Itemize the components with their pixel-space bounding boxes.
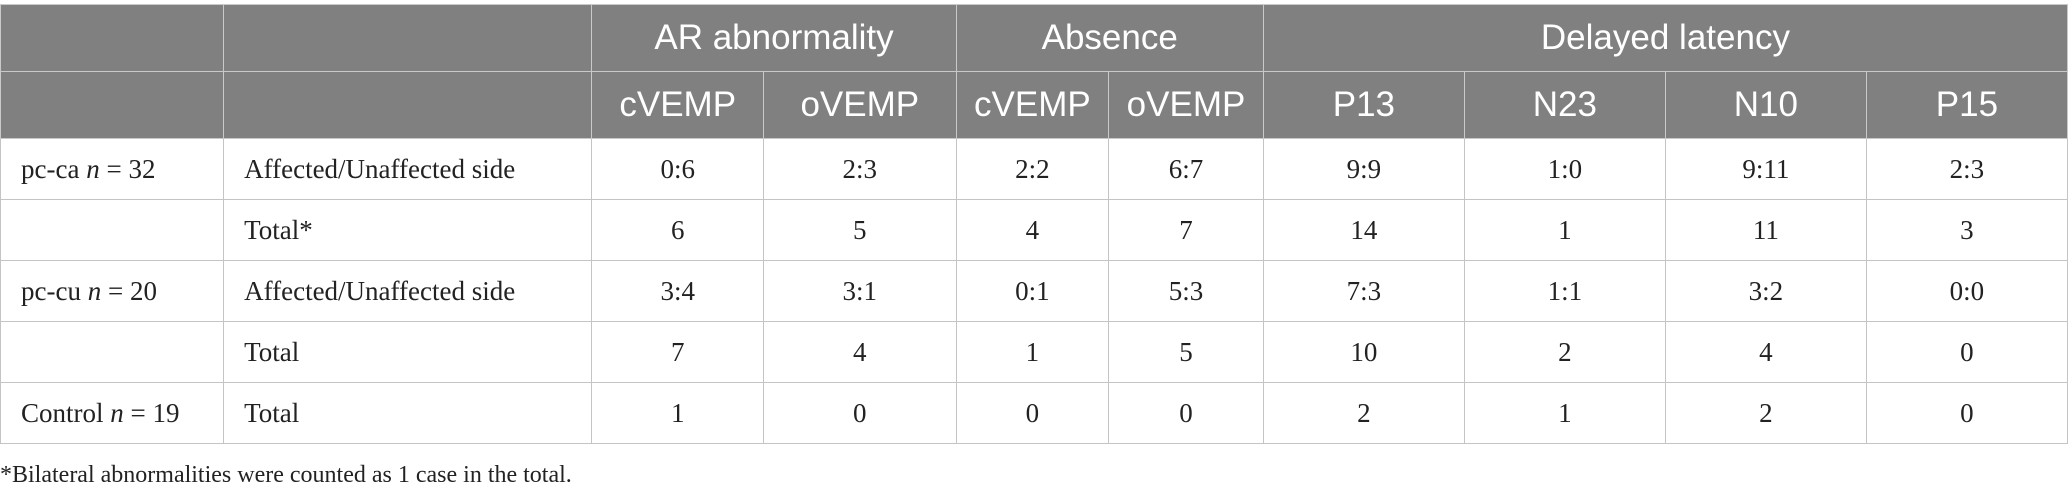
table-cell: 9:11 bbox=[1664, 138, 1867, 200]
group-label-cell: pc-ca n = 32 bbox=[0, 138, 225, 200]
table-cell: 1 bbox=[1463, 199, 1666, 261]
table-cell: 3:1 bbox=[762, 260, 957, 322]
group-label-cell bbox=[0, 199, 225, 261]
row-label: Total bbox=[223, 321, 593, 383]
header-row-subcolumns: cVEMP oVEMP cVEMP oVEMP P13 N23 N10 P15 bbox=[0, 71, 2068, 139]
table-footnote: *Bilateral abnormalities were counted as… bbox=[0, 462, 572, 488]
table-cell: 2 bbox=[1262, 382, 1465, 444]
n-symbol: n bbox=[87, 275, 102, 306]
table-cell: 1 bbox=[1463, 382, 1666, 444]
table-cell: 1 bbox=[955, 321, 1110, 383]
header-subcol: cVEMP bbox=[955, 71, 1110, 139]
header-subcol: N10 bbox=[1664, 71, 1867, 139]
group-name: pc-ca bbox=[21, 153, 80, 184]
n-value: 20 bbox=[129, 275, 157, 306]
table-cell: 3 bbox=[1865, 199, 2068, 261]
header-group-ar-abnormality: AR abnormality bbox=[591, 4, 957, 72]
table-cell: 6:7 bbox=[1108, 138, 1264, 200]
table-cell: 9:9 bbox=[1262, 138, 1465, 200]
n-symbol: n bbox=[86, 153, 100, 184]
group-label-cell: pc-cu n = 20 bbox=[0, 260, 225, 322]
table-cell: 1:0 bbox=[1463, 138, 1666, 200]
header-empty-cell bbox=[0, 71, 225, 139]
header-subcol: P13 bbox=[1262, 71, 1465, 139]
table-cell: 7:3 bbox=[1262, 260, 1465, 322]
table-cell: 4 bbox=[1664, 321, 1867, 383]
header-subcol: N23 bbox=[1463, 71, 1666, 139]
table-cell: 5 bbox=[762, 199, 957, 261]
table-cell: 3:2 bbox=[1664, 260, 1867, 322]
group-name: Control bbox=[21, 397, 104, 428]
table-cell: 0:0 bbox=[1865, 260, 2068, 322]
header-subcol: oVEMP bbox=[1108, 71, 1264, 139]
table-row: pc-cu n = 20 Affected/Unaffected side 3:… bbox=[0, 260, 2068, 322]
table-cell: 11 bbox=[1664, 199, 1867, 261]
table-cell: 0 bbox=[955, 382, 1110, 444]
n-value: 19 bbox=[152, 397, 180, 428]
table-cell: 2 bbox=[1664, 382, 1867, 444]
table-cell: 5 bbox=[1108, 321, 1264, 383]
header-empty-cell bbox=[223, 4, 593, 72]
table-cell: 0:1 bbox=[955, 260, 1110, 322]
table-cell: 2:3 bbox=[762, 138, 957, 200]
results-table: AR abnormality Absence Delayed latency c… bbox=[0, 4, 2068, 444]
row-label: Affected/Unaffected side bbox=[223, 138, 593, 200]
table-row: pc-ca n = 32 Affected/Unaffected side 0:… bbox=[0, 138, 2068, 200]
table-cell: 6 bbox=[591, 199, 764, 261]
table-cell: 1 bbox=[591, 382, 764, 444]
table-cell: 14 bbox=[1262, 199, 1465, 261]
header-group-delayed-latency: Delayed latency bbox=[1262, 4, 2068, 72]
table-cell: 4 bbox=[762, 321, 957, 383]
table-row: Control n = 19 Total 1 0 0 0 2 1 2 0 bbox=[0, 382, 2068, 444]
group-label-cell bbox=[0, 321, 225, 383]
table-cell: 5:3 bbox=[1108, 260, 1264, 322]
n-value: 32 bbox=[128, 153, 156, 184]
table-cell: 7 bbox=[1108, 199, 1264, 261]
group-label-cell: Control n = 19 bbox=[0, 382, 225, 444]
row-label: Affected/Unaffected side bbox=[223, 260, 593, 322]
table-cell: 7 bbox=[591, 321, 764, 383]
table-cell: 1:1 bbox=[1463, 260, 1666, 322]
header-subcol: oVEMP bbox=[762, 71, 957, 139]
table-cell: 2 bbox=[1463, 321, 1666, 383]
table-row: Total 7 4 1 5 10 2 4 0 bbox=[0, 321, 2068, 383]
table-cell: 10 bbox=[1262, 321, 1465, 383]
header-row-groups: AR abnormality Absence Delayed latency bbox=[0, 4, 2068, 72]
table-cell: 4 bbox=[955, 199, 1110, 261]
header-subcol: cVEMP bbox=[591, 71, 764, 139]
table-cell: 2:3 bbox=[1865, 138, 2068, 200]
row-label: Total* bbox=[223, 199, 593, 261]
table-cell: 2:2 bbox=[955, 138, 1110, 200]
table-cell: 0 bbox=[762, 382, 957, 444]
n-symbol: n bbox=[110, 397, 124, 428]
header-group-absence: Absence bbox=[955, 4, 1264, 72]
table-cell: 0 bbox=[1108, 382, 1264, 444]
table-cell: 0 bbox=[1865, 382, 2068, 444]
table-cell: 0 bbox=[1865, 321, 2068, 383]
row-label: Total bbox=[223, 382, 593, 444]
table-cell: 0:6 bbox=[591, 138, 764, 200]
table-row: Total* 6 5 4 7 14 1 11 3 bbox=[0, 199, 2068, 261]
header-empty-cell bbox=[0, 4, 225, 72]
header-empty-cell bbox=[223, 71, 593, 139]
table-cell: 3:4 bbox=[591, 260, 764, 322]
group-name: pc-cu bbox=[21, 275, 81, 306]
header-subcol: P15 bbox=[1865, 71, 2068, 139]
